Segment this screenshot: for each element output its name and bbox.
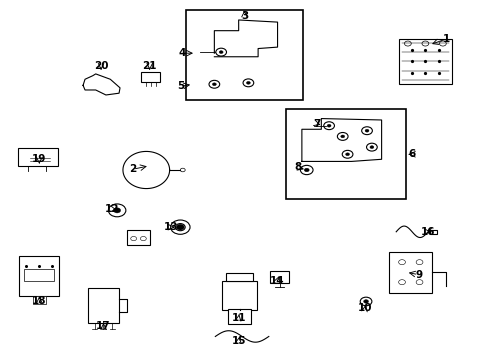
Text: 20: 20	[94, 61, 108, 71]
Bar	[20, 256, 59, 296]
Circle shape	[326, 124, 330, 127]
Text: 6: 6	[408, 149, 415, 159]
Text: 4: 4	[178, 48, 185, 58]
Text: 11: 11	[231, 312, 245, 323]
Circle shape	[304, 168, 308, 172]
Circle shape	[219, 51, 223, 54]
Bar	[24, 269, 54, 281]
Circle shape	[369, 146, 373, 149]
Bar	[19, 148, 58, 166]
Text: 5: 5	[176, 81, 183, 91]
Text: 1: 1	[442, 34, 449, 44]
Circle shape	[340, 135, 344, 138]
Bar	[269, 271, 288, 283]
Circle shape	[246, 81, 250, 84]
Text: 21: 21	[142, 61, 157, 71]
Text: 14: 14	[270, 276, 285, 286]
Text: 7: 7	[312, 118, 320, 129]
Text: 8: 8	[294, 162, 301, 172]
Text: 3: 3	[241, 11, 247, 21]
Bar	[225, 273, 253, 281]
Circle shape	[345, 153, 349, 156]
Circle shape	[212, 83, 216, 86]
Text: 19: 19	[32, 154, 46, 164]
Bar	[186, 10, 302, 100]
Bar	[398, 39, 451, 84]
Bar	[126, 230, 150, 245]
Bar	[88, 288, 118, 323]
Circle shape	[178, 226, 182, 229]
Bar	[222, 281, 257, 310]
Text: 15: 15	[231, 337, 245, 346]
Circle shape	[113, 208, 121, 213]
Circle shape	[176, 224, 184, 230]
Circle shape	[363, 300, 368, 303]
Bar	[429, 230, 436, 234]
Text: 13: 13	[163, 222, 178, 232]
Circle shape	[365, 129, 368, 132]
Bar	[32, 296, 46, 303]
Text: 9: 9	[414, 270, 421, 280]
Bar	[141, 72, 160, 82]
Bar	[227, 309, 251, 324]
Text: 16: 16	[420, 227, 435, 237]
Text: 17: 17	[96, 321, 111, 331]
Text: 10: 10	[357, 303, 371, 313]
Text: 18: 18	[32, 296, 46, 306]
Bar	[388, 252, 431, 293]
Bar	[285, 109, 405, 199]
Text: 2: 2	[129, 164, 136, 174]
Text: 12: 12	[105, 204, 119, 214]
